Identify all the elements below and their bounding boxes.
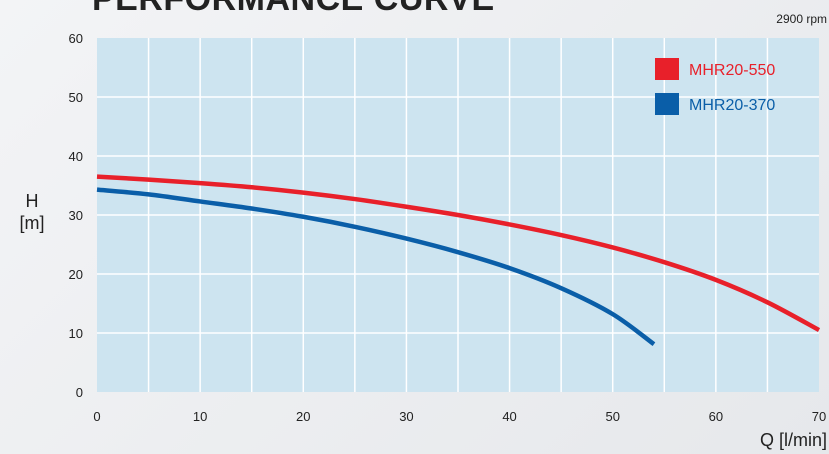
speed-note: 2900 rpm bbox=[776, 12, 827, 26]
y-axis-label: H [m] bbox=[4, 190, 60, 234]
y-tick-label: 0 bbox=[76, 385, 83, 400]
series-line-mhr20-550 bbox=[96, 174, 821, 333]
y-tick-label: 20 bbox=[69, 267, 83, 282]
chart-title: PERFORMANCE CURVE bbox=[92, 0, 495, 19]
series-line-mhr20-370 bbox=[96, 187, 656, 347]
x-tick-label: 40 bbox=[502, 409, 516, 424]
x-tick-label: 60 bbox=[709, 409, 723, 424]
legend-swatch bbox=[655, 58, 679, 80]
y-tick-label: 10 bbox=[69, 326, 83, 341]
legend-label: MHR20-370 bbox=[689, 97, 775, 114]
x-tick-label: 20 bbox=[296, 409, 310, 424]
series-lines bbox=[96, 174, 821, 347]
x-axis-label: Q [l/min] bbox=[759, 430, 827, 450]
y-axis-label-symbol: H bbox=[25, 191, 39, 211]
x-tick-label: 30 bbox=[399, 409, 413, 424]
y-tick-label: 60 bbox=[69, 31, 83, 46]
tick-labels: 0 10 20 30 40 50 60 70 0 10 20 30 40 50 60 bbox=[69, 31, 827, 424]
legend: MHR20-550 MHR20-370 bbox=[655, 58, 775, 115]
x-tick-label: 10 bbox=[193, 409, 207, 424]
x-tick-label: 0 bbox=[93, 409, 100, 424]
y-tick-label: 30 bbox=[69, 208, 83, 223]
x-tick-label: 70 bbox=[812, 409, 826, 424]
legend-label: MHR20-550 bbox=[689, 62, 775, 79]
x-tick-label: 50 bbox=[605, 409, 619, 424]
legend-swatch bbox=[655, 93, 679, 115]
y-tick-label: 50 bbox=[69, 90, 83, 105]
y-axis-label-unit: [m] bbox=[19, 213, 45, 233]
y-tick-label: 40 bbox=[69, 149, 83, 164]
